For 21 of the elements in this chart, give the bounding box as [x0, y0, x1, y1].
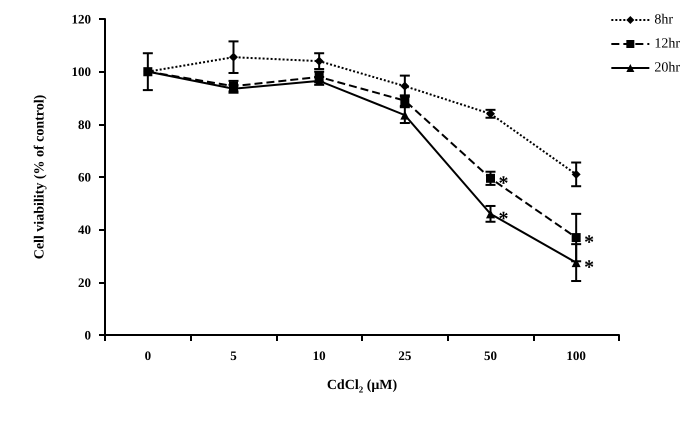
- x-tick-label: 5: [230, 348, 238, 363]
- annotation: *: [584, 232, 594, 254]
- y-tick-label: 80: [78, 116, 91, 132]
- x-tick-label: 10: [312, 348, 326, 363]
- x-tick-label: 25: [398, 348, 412, 363]
- legend-label: 12hr: [654, 36, 680, 52]
- y-tick-label: 40: [78, 222, 91, 238]
- annotation: *: [584, 256, 594, 279]
- annotation: *: [498, 172, 508, 194]
- x-tick-label: 50: [484, 348, 497, 363]
- y-tick-label: 20: [78, 274, 91, 290]
- y-tick-label: 100: [72, 64, 91, 80]
- y-tick-label: 120: [72, 12, 91, 26]
- x-tick-label: 100: [566, 348, 586, 363]
- legend-label: 20hr: [654, 60, 680, 76]
- legend-label: 8hr: [654, 12, 674, 28]
- y-tick-label: 0: [84, 328, 91, 342]
- y-tick-label: 60: [78, 170, 91, 184]
- x-tick-label: 0: [144, 348, 152, 363]
- annotation: *: [498, 208, 508, 230]
- y-axis-title: Cell viability (% of control): [32, 94, 48, 260]
